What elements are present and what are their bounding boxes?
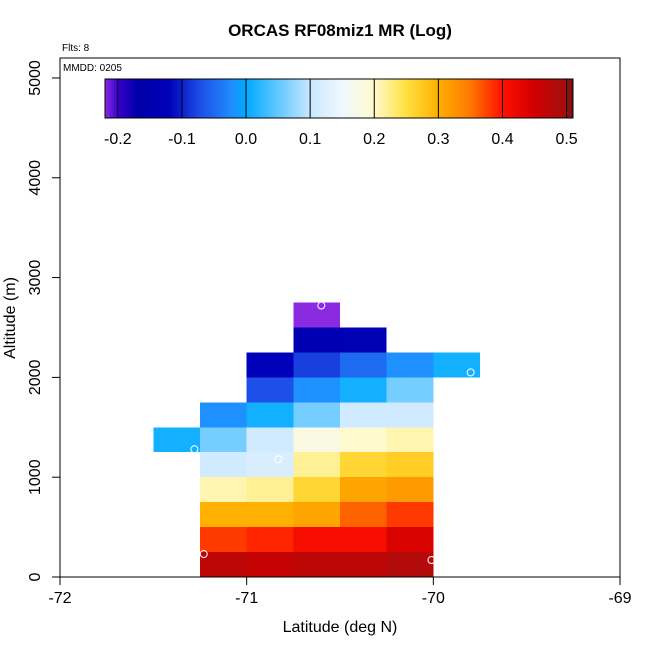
- flight-marker: [466, 368, 475, 377]
- heatmap-cell: [246, 527, 294, 553]
- chart-title: ORCAS RF08miz1 MR (Log): [228, 21, 452, 40]
- heatmap-cell: [200, 527, 247, 553]
- heatmap-cell: [293, 302, 340, 328]
- y-tick-label: 1000: [27, 459, 44, 495]
- heatmap-cell: [246, 352, 294, 378]
- mmdd-label: MMDD: 0205: [63, 63, 122, 74]
- x-axis: -72 -71 -70 -69: [48, 577, 632, 607]
- heatmap-cell: [386, 552, 434, 577]
- heatmap-cell: [293, 527, 340, 553]
- y-tick-label: 3000: [27, 260, 44, 296]
- heatmap-cell: [246, 377, 294, 403]
- heatmap-cell: [293, 452, 340, 478]
- heatmap-cell: [340, 377, 387, 403]
- heatmap-cell: [246, 502, 294, 528]
- heatmap-cell: [386, 377, 434, 403]
- heatmap-cell: [340, 477, 387, 503]
- heatmap-cell: [200, 477, 247, 503]
- colorbar-tick-label: 0.0: [235, 131, 257, 148]
- heatmap-cell: [293, 327, 340, 353]
- y-tick-label: 2000: [27, 359, 44, 395]
- heatmap-cell: [386, 527, 434, 553]
- heatmap-cell: [386, 452, 434, 478]
- heatmap-cell: [340, 527, 387, 553]
- heatmap-cell: [340, 502, 387, 528]
- heatmap-cell: [340, 427, 387, 453]
- flight-marker: [427, 556, 436, 565]
- heatmap-cell: [153, 427, 200, 453]
- x-axis-label: Latitude (deg N): [283, 619, 398, 636]
- heatmap-cell: [386, 427, 434, 453]
- y-tick-label: 0: [27, 572, 44, 581]
- heatmap-cell: [340, 552, 387, 577]
- heatmap-cells: [153, 302, 480, 577]
- x-tick-label: -72: [48, 590, 71, 607]
- y-tick-label: 4000: [27, 160, 44, 196]
- heatmap-cell: [340, 452, 387, 478]
- flight-marker: [190, 445, 199, 454]
- heatmap-cell: [293, 477, 340, 503]
- heatmap-cell: [293, 352, 340, 378]
- heatmap-cell: [386, 502, 434, 528]
- colorbar-tick-label: -0.2: [104, 131, 132, 148]
- colorbar: [104, 78, 574, 119]
- heatmap-cell: [293, 502, 340, 528]
- flight-marker: [317, 301, 326, 310]
- y-axis-label: Altitude (m): [2, 277, 19, 359]
- heatmap-cell: [200, 427, 247, 453]
- colorbar-tick-label: 0.2: [363, 131, 385, 148]
- x-tick-label: -70: [422, 590, 445, 607]
- heatmap-cell: [433, 352, 480, 378]
- heatmap-cell: [340, 327, 387, 353]
- heatmap-cell: [200, 552, 247, 577]
- heatmap-cell: [340, 402, 387, 428]
- colorbar-tick-label: 0.1: [299, 131, 321, 148]
- heatmap-cell: [200, 502, 247, 528]
- heatmap-cell: [293, 402, 340, 428]
- heatmap-cell: [386, 402, 434, 428]
- colorbar-tick-label: 0.4: [491, 131, 513, 148]
- x-tick-label: -71: [235, 590, 258, 607]
- colorbar-tick-label: -0.1: [168, 131, 196, 148]
- colorbar-tick-label: 0.3: [427, 131, 449, 148]
- y-axis: 0 1000 2000 3000 4000 5000: [27, 60, 60, 581]
- flights-count-label: Flts: 8: [62, 43, 90, 54]
- heatmap-cell: [246, 452, 294, 478]
- plot-frame: [59, 57, 621, 578]
- heatmap-cell: [386, 352, 434, 378]
- heatmap-cell: [246, 427, 294, 453]
- x-tick-label: -69: [608, 590, 631, 607]
- heatmap-cell: [246, 477, 294, 503]
- heatmap-cell: [246, 552, 294, 577]
- heatmap-cell: [200, 402, 247, 428]
- flight-marker: [274, 455, 283, 464]
- heatmap-cell: [246, 402, 294, 428]
- colorbar-ticks: -0.2 -0.1 0.0 0.1 0.2 0.3 0.4 0.5: [104, 79, 578, 148]
- colorbar-tick-label: 0.5: [555, 131, 577, 148]
- flight-marker: [199, 550, 208, 559]
- heatmap-cell: [386, 477, 434, 503]
- heatmap-cell: [293, 427, 340, 453]
- heatmap-cell: [200, 452, 247, 478]
- y-tick-label: 5000: [27, 60, 44, 96]
- flight-markers: [190, 301, 475, 565]
- heatmap-cell: [293, 377, 340, 403]
- heatmap-cell: [293, 552, 340, 577]
- heatmap-cell: [340, 352, 387, 378]
